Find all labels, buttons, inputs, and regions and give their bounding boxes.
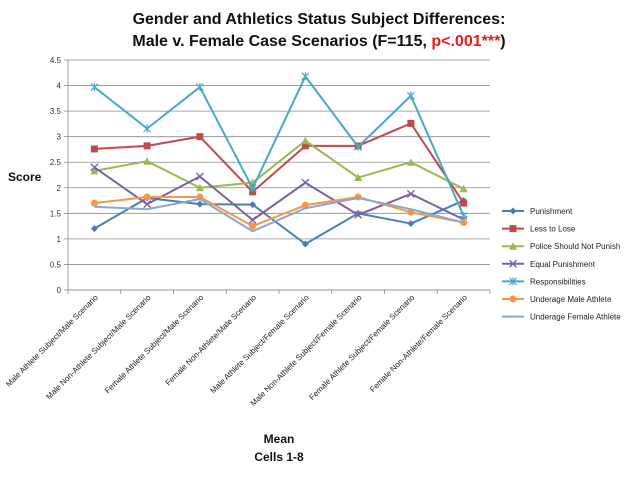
data-point-police-should-not-punish — [406, 158, 415, 166]
data-point-less-to-lose — [301, 142, 309, 150]
data-point-responsibilities — [354, 142, 363, 151]
legend-item-underage-male-athlete: Underage Male Athlete — [502, 295, 612, 304]
legend-item-punishment: Punishment — [502, 207, 573, 216]
legend-label: Less to Lose — [530, 225, 576, 234]
series-line-underage-male-athlete — [94, 195, 464, 228]
data-point-police-should-not-punish — [90, 166, 99, 175]
data-point-responsibilities — [459, 211, 468, 220]
y-tick-label: 4.5 — [50, 56, 62, 65]
y-tick-label: 0 — [57, 286, 62, 295]
y-tick-label: 1 — [57, 235, 62, 244]
legend-label: Punishment — [530, 207, 573, 216]
legend-marker — [509, 277, 517, 286]
data-point-responsibilities — [195, 83, 204, 92]
chart-title-line1: Gender and Athletics Status Subject Diff… — [133, 11, 506, 28]
series-line-less-to-lose — [94, 122, 465, 204]
data-point-equal-punishment — [248, 215, 257, 224]
legend-marker — [509, 242, 517, 250]
legend-marker — [509, 295, 517, 303]
series-police-should-not-punish — [90, 136, 468, 193]
y-tick-label: 3.5 — [50, 107, 62, 116]
y-axis-label: Score — [8, 170, 42, 184]
data-point-punishment — [249, 201, 257, 209]
y-tick-label: 0.5 — [50, 260, 62, 269]
series-equal-punishment — [90, 163, 468, 224]
series-underage-female-athlete — [94, 197, 464, 233]
data-point-police-should-not-punish — [354, 173, 363, 182]
legend-item-underage-female-athlete: Underage Female Athlete — [502, 313, 621, 322]
series-layer — [90, 72, 468, 248]
data-point-punishment — [196, 200, 204, 208]
legend-item-responsibilities: Responsibilities — [502, 277, 586, 286]
data-point-equal-punishment — [195, 172, 204, 181]
series-responsibilities — [90, 72, 468, 220]
legend: Punishment Less to Lose Police Should Not … — [502, 207, 621, 322]
data-point-police-should-not-punish — [195, 183, 204, 192]
data-point-responsibilities — [301, 72, 310, 81]
legend-label: Underage Male Athlete — [530, 295, 612, 304]
legend-marker — [509, 259, 517, 268]
data-point-less-to-lose — [143, 142, 151, 150]
legend-item-police-should-not-punish: Police Should Not Punish — [502, 242, 620, 251]
chart-title-suffix: ) — [500, 33, 505, 50]
legend-label: Equal Punishment — [530, 260, 596, 269]
data-point-police-should-not-punish — [301, 136, 310, 145]
data-point-equal-punishment — [90, 163, 99, 172]
data-point-responsibilities — [248, 184, 257, 193]
data-point-equal-punishment — [143, 200, 152, 209]
data-point-equal-punishment — [354, 210, 363, 219]
data-point-responsibilities — [90, 83, 99, 92]
legend-item-less-to-lose: Less to Lose — [502, 225, 576, 234]
data-point-underage-male-athlete — [249, 222, 257, 230]
y-tick-label: 3 — [57, 133, 62, 142]
y-tick-label: 2.5 — [50, 158, 62, 167]
data-point-police-should-not-punish — [459, 184, 468, 193]
legend-marker — [509, 207, 517, 215]
series-line-responsibilities — [93, 75, 465, 217]
legend-label: Police Should Not Punish — [530, 242, 620, 251]
legend-marker — [509, 225, 517, 233]
series-line-equal-punishment — [93, 166, 465, 221]
y-tick-label: 2 — [57, 184, 62, 193]
legend-label: Responsibilities — [530, 277, 586, 286]
data-point-police-should-not-punish — [143, 157, 152, 165]
data-point-equal-punishment — [301, 178, 310, 187]
data-point-equal-punishment — [406, 189, 415, 198]
data-point-punishment — [407, 220, 415, 228]
data-point-responsibilities — [143, 124, 152, 133]
series-line-underage-female-athlete — [94, 197, 464, 233]
y-axis-ticks: 0 0.5 1 1.5 2 2.5 3 3.5 4 4.5 — [50, 56, 68, 295]
chart-title-line2: Male v. Female Case Scenarios (F=115, p<… — [132, 33, 505, 50]
chart-title-prefix: Male v. Female Case Scenarios (F=115, — [132, 33, 431, 50]
y-tick-label: 1.5 — [50, 209, 62, 218]
chart-title-p-value: p<.001*** — [431, 33, 501, 50]
data-point-punishment — [301, 240, 309, 248]
legend-label: Underage Female Athlete — [530, 313, 621, 322]
data-point-underage-male-athlete — [90, 199, 98, 207]
data-point-less-to-lose — [196, 133, 204, 141]
data-point-underage-male-athlete — [143, 193, 151, 201]
data-point-punishment — [90, 225, 98, 233]
data-point-responsibilities — [406, 91, 415, 100]
data-point-less-to-lose — [407, 119, 415, 127]
data-point-less-to-lose — [90, 145, 98, 153]
x-axis-label-line2: Cells 1-8 — [254, 450, 304, 464]
x-axis-label-line1: Mean — [264, 432, 295, 446]
series-line-police-should-not-punish — [94, 139, 465, 190]
data-point-less-to-lose — [460, 199, 468, 207]
y-tick-label: 4 — [57, 82, 62, 91]
legend-item-equal-punishment: Equal Punishment — [502, 260, 596, 269]
